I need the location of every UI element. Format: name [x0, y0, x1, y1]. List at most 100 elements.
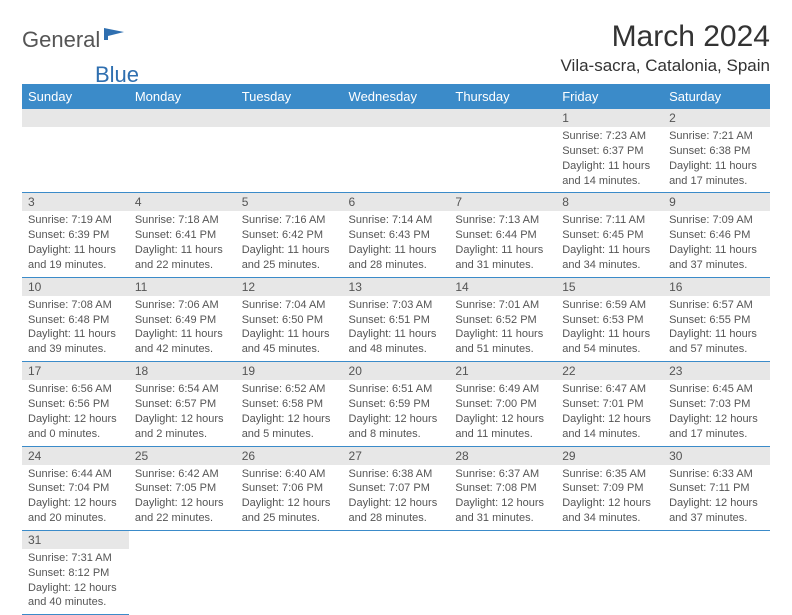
- day-number: 22: [556, 362, 663, 380]
- day-number: 30: [663, 447, 770, 465]
- day-content: Sunrise: 7:18 AMSunset: 6:41 PMDaylight:…: [129, 211, 236, 276]
- calendar-cell: 3Sunrise: 7:19 AMSunset: 6:39 PMDaylight…: [22, 193, 129, 277]
- day-number: 23: [663, 362, 770, 380]
- day-number: 9: [663, 193, 770, 211]
- calendar-cell: 16Sunrise: 6:57 AMSunset: 6:55 PMDayligh…: [663, 277, 770, 361]
- day-number: 25: [129, 447, 236, 465]
- day-content: Sunrise: 6:54 AMSunset: 6:57 PMDaylight:…: [129, 380, 236, 445]
- calendar-cell: 10Sunrise: 7:08 AMSunset: 6:48 PMDayligh…: [22, 277, 129, 361]
- day-content: Sunrise: 6:33 AMSunset: 7:11 PMDaylight:…: [663, 465, 770, 530]
- day-content: Sunrise: 7:03 AMSunset: 6:51 PMDaylight:…: [343, 296, 450, 361]
- day-content: Sunrise: 7:23 AMSunset: 6:37 PMDaylight:…: [556, 127, 663, 192]
- calendar-cell: [343, 109, 450, 193]
- calendar-cell: 1Sunrise: 7:23 AMSunset: 6:37 PMDaylight…: [556, 109, 663, 193]
- calendar-week-row: 17Sunrise: 6:56 AMSunset: 6:56 PMDayligh…: [22, 362, 770, 446]
- day-number: 7: [449, 193, 556, 211]
- empty-daynum-bar: [343, 109, 450, 127]
- day-header: Thursday: [449, 84, 556, 109]
- calendar-cell: 28Sunrise: 6:37 AMSunset: 7:08 PMDayligh…: [449, 446, 556, 530]
- day-number: 4: [129, 193, 236, 211]
- calendar-cell: 27Sunrise: 6:38 AMSunset: 7:07 PMDayligh…: [343, 446, 450, 530]
- calendar-cell: 12Sunrise: 7:04 AMSunset: 6:50 PMDayligh…: [236, 277, 343, 361]
- day-number: 2: [663, 109, 770, 127]
- logo-text-blue: Blue: [95, 62, 139, 88]
- month-title: March 2024: [561, 20, 770, 54]
- calendar-cell: [22, 109, 129, 193]
- day-content: Sunrise: 6:57 AMSunset: 6:55 PMDaylight:…: [663, 296, 770, 361]
- day-number: 28: [449, 447, 556, 465]
- calendar-cell: 26Sunrise: 6:40 AMSunset: 7:06 PMDayligh…: [236, 446, 343, 530]
- day-content: Sunrise: 6:52 AMSunset: 6:58 PMDaylight:…: [236, 380, 343, 445]
- day-content: Sunrise: 6:56 AMSunset: 6:56 PMDaylight:…: [22, 380, 129, 445]
- empty-daynum-bar: [236, 109, 343, 127]
- day-content: Sunrise: 7:19 AMSunset: 6:39 PMDaylight:…: [22, 211, 129, 276]
- calendar-body: 1Sunrise: 7:23 AMSunset: 6:37 PMDaylight…: [22, 109, 770, 615]
- day-number: 12: [236, 278, 343, 296]
- day-content: Sunrise: 6:59 AMSunset: 6:53 PMDaylight:…: [556, 296, 663, 361]
- calendar-week-row: 24Sunrise: 6:44 AMSunset: 7:04 PMDayligh…: [22, 446, 770, 530]
- day-content: Sunrise: 7:31 AMSunset: 8:12 PMDaylight:…: [22, 549, 129, 614]
- day-content: Sunrise: 6:51 AMSunset: 6:59 PMDaylight:…: [343, 380, 450, 445]
- calendar-cell: [449, 530, 556, 614]
- day-number: 3: [22, 193, 129, 211]
- day-number: 13: [343, 278, 450, 296]
- calendar-table: Sunday Monday Tuesday Wednesday Thursday…: [22, 84, 770, 615]
- day-header: Tuesday: [236, 84, 343, 109]
- calendar-cell: [663, 530, 770, 614]
- calendar-cell: [449, 109, 556, 193]
- day-content: Sunrise: 6:35 AMSunset: 7:09 PMDaylight:…: [556, 465, 663, 530]
- day-number: 15: [556, 278, 663, 296]
- calendar-cell: [343, 530, 450, 614]
- calendar-cell: 18Sunrise: 6:54 AMSunset: 6:57 PMDayligh…: [129, 362, 236, 446]
- calendar-cell: [129, 109, 236, 193]
- day-number: 24: [22, 447, 129, 465]
- day-number: 19: [236, 362, 343, 380]
- calendar-cell: 15Sunrise: 6:59 AMSunset: 6:53 PMDayligh…: [556, 277, 663, 361]
- calendar-cell: 2Sunrise: 7:21 AMSunset: 6:38 PMDaylight…: [663, 109, 770, 193]
- day-content: Sunrise: 7:01 AMSunset: 6:52 PMDaylight:…: [449, 296, 556, 361]
- calendar-cell: 19Sunrise: 6:52 AMSunset: 6:58 PMDayligh…: [236, 362, 343, 446]
- day-header: Saturday: [663, 84, 770, 109]
- calendar-cell: 6Sunrise: 7:14 AMSunset: 6:43 PMDaylight…: [343, 193, 450, 277]
- calendar-cell: 23Sunrise: 6:45 AMSunset: 7:03 PMDayligh…: [663, 362, 770, 446]
- day-content: Sunrise: 6:49 AMSunset: 7:00 PMDaylight:…: [449, 380, 556, 445]
- calendar-cell: 9Sunrise: 7:09 AMSunset: 6:46 PMDaylight…: [663, 193, 770, 277]
- calendar-cell: [556, 530, 663, 614]
- day-number: 8: [556, 193, 663, 211]
- empty-daynum-bar: [129, 109, 236, 127]
- day-number: 18: [129, 362, 236, 380]
- calendar-week-row: 31Sunrise: 7:31 AMSunset: 8:12 PMDayligh…: [22, 530, 770, 614]
- day-content: Sunrise: 7:11 AMSunset: 6:45 PMDaylight:…: [556, 211, 663, 276]
- day-number: 26: [236, 447, 343, 465]
- day-number: 11: [129, 278, 236, 296]
- day-content: Sunrise: 7:14 AMSunset: 6:43 PMDaylight:…: [343, 211, 450, 276]
- day-number: 5: [236, 193, 343, 211]
- day-content: Sunrise: 7:21 AMSunset: 6:38 PMDaylight:…: [663, 127, 770, 192]
- day-header: Monday: [129, 84, 236, 109]
- empty-daynum-bar: [22, 109, 129, 127]
- calendar-cell: 20Sunrise: 6:51 AMSunset: 6:59 PMDayligh…: [343, 362, 450, 446]
- calendar-cell: 4Sunrise: 7:18 AMSunset: 6:41 PMDaylight…: [129, 193, 236, 277]
- day-content: Sunrise: 6:45 AMSunset: 7:03 PMDaylight:…: [663, 380, 770, 445]
- day-content: Sunrise: 6:44 AMSunset: 7:04 PMDaylight:…: [22, 465, 129, 530]
- day-number: 17: [22, 362, 129, 380]
- logo-text-general: General: [22, 27, 100, 53]
- day-content: Sunrise: 7:04 AMSunset: 6:50 PMDaylight:…: [236, 296, 343, 361]
- day-content: Sunrise: 7:13 AMSunset: 6:44 PMDaylight:…: [449, 211, 556, 276]
- calendar-cell: 25Sunrise: 6:42 AMSunset: 7:05 PMDayligh…: [129, 446, 236, 530]
- calendar-week-row: 3Sunrise: 7:19 AMSunset: 6:39 PMDaylight…: [22, 193, 770, 277]
- day-content: Sunrise: 7:16 AMSunset: 6:42 PMDaylight:…: [236, 211, 343, 276]
- empty-daynum-bar: [449, 109, 556, 127]
- day-header: Wednesday: [343, 84, 450, 109]
- day-content: Sunrise: 7:08 AMSunset: 6:48 PMDaylight:…: [22, 296, 129, 361]
- calendar-cell: 31Sunrise: 7:31 AMSunset: 8:12 PMDayligh…: [22, 530, 129, 614]
- calendar-cell: [129, 530, 236, 614]
- calendar-week-row: 10Sunrise: 7:08 AMSunset: 6:48 PMDayligh…: [22, 277, 770, 361]
- day-content: Sunrise: 6:47 AMSunset: 7:01 PMDaylight:…: [556, 380, 663, 445]
- day-header: Friday: [556, 84, 663, 109]
- calendar-cell: 30Sunrise: 6:33 AMSunset: 7:11 PMDayligh…: [663, 446, 770, 530]
- calendar-cell: 5Sunrise: 7:16 AMSunset: 6:42 PMDaylight…: [236, 193, 343, 277]
- day-content: Sunrise: 6:38 AMSunset: 7:07 PMDaylight:…: [343, 465, 450, 530]
- day-number: 20: [343, 362, 450, 380]
- day-number: 16: [663, 278, 770, 296]
